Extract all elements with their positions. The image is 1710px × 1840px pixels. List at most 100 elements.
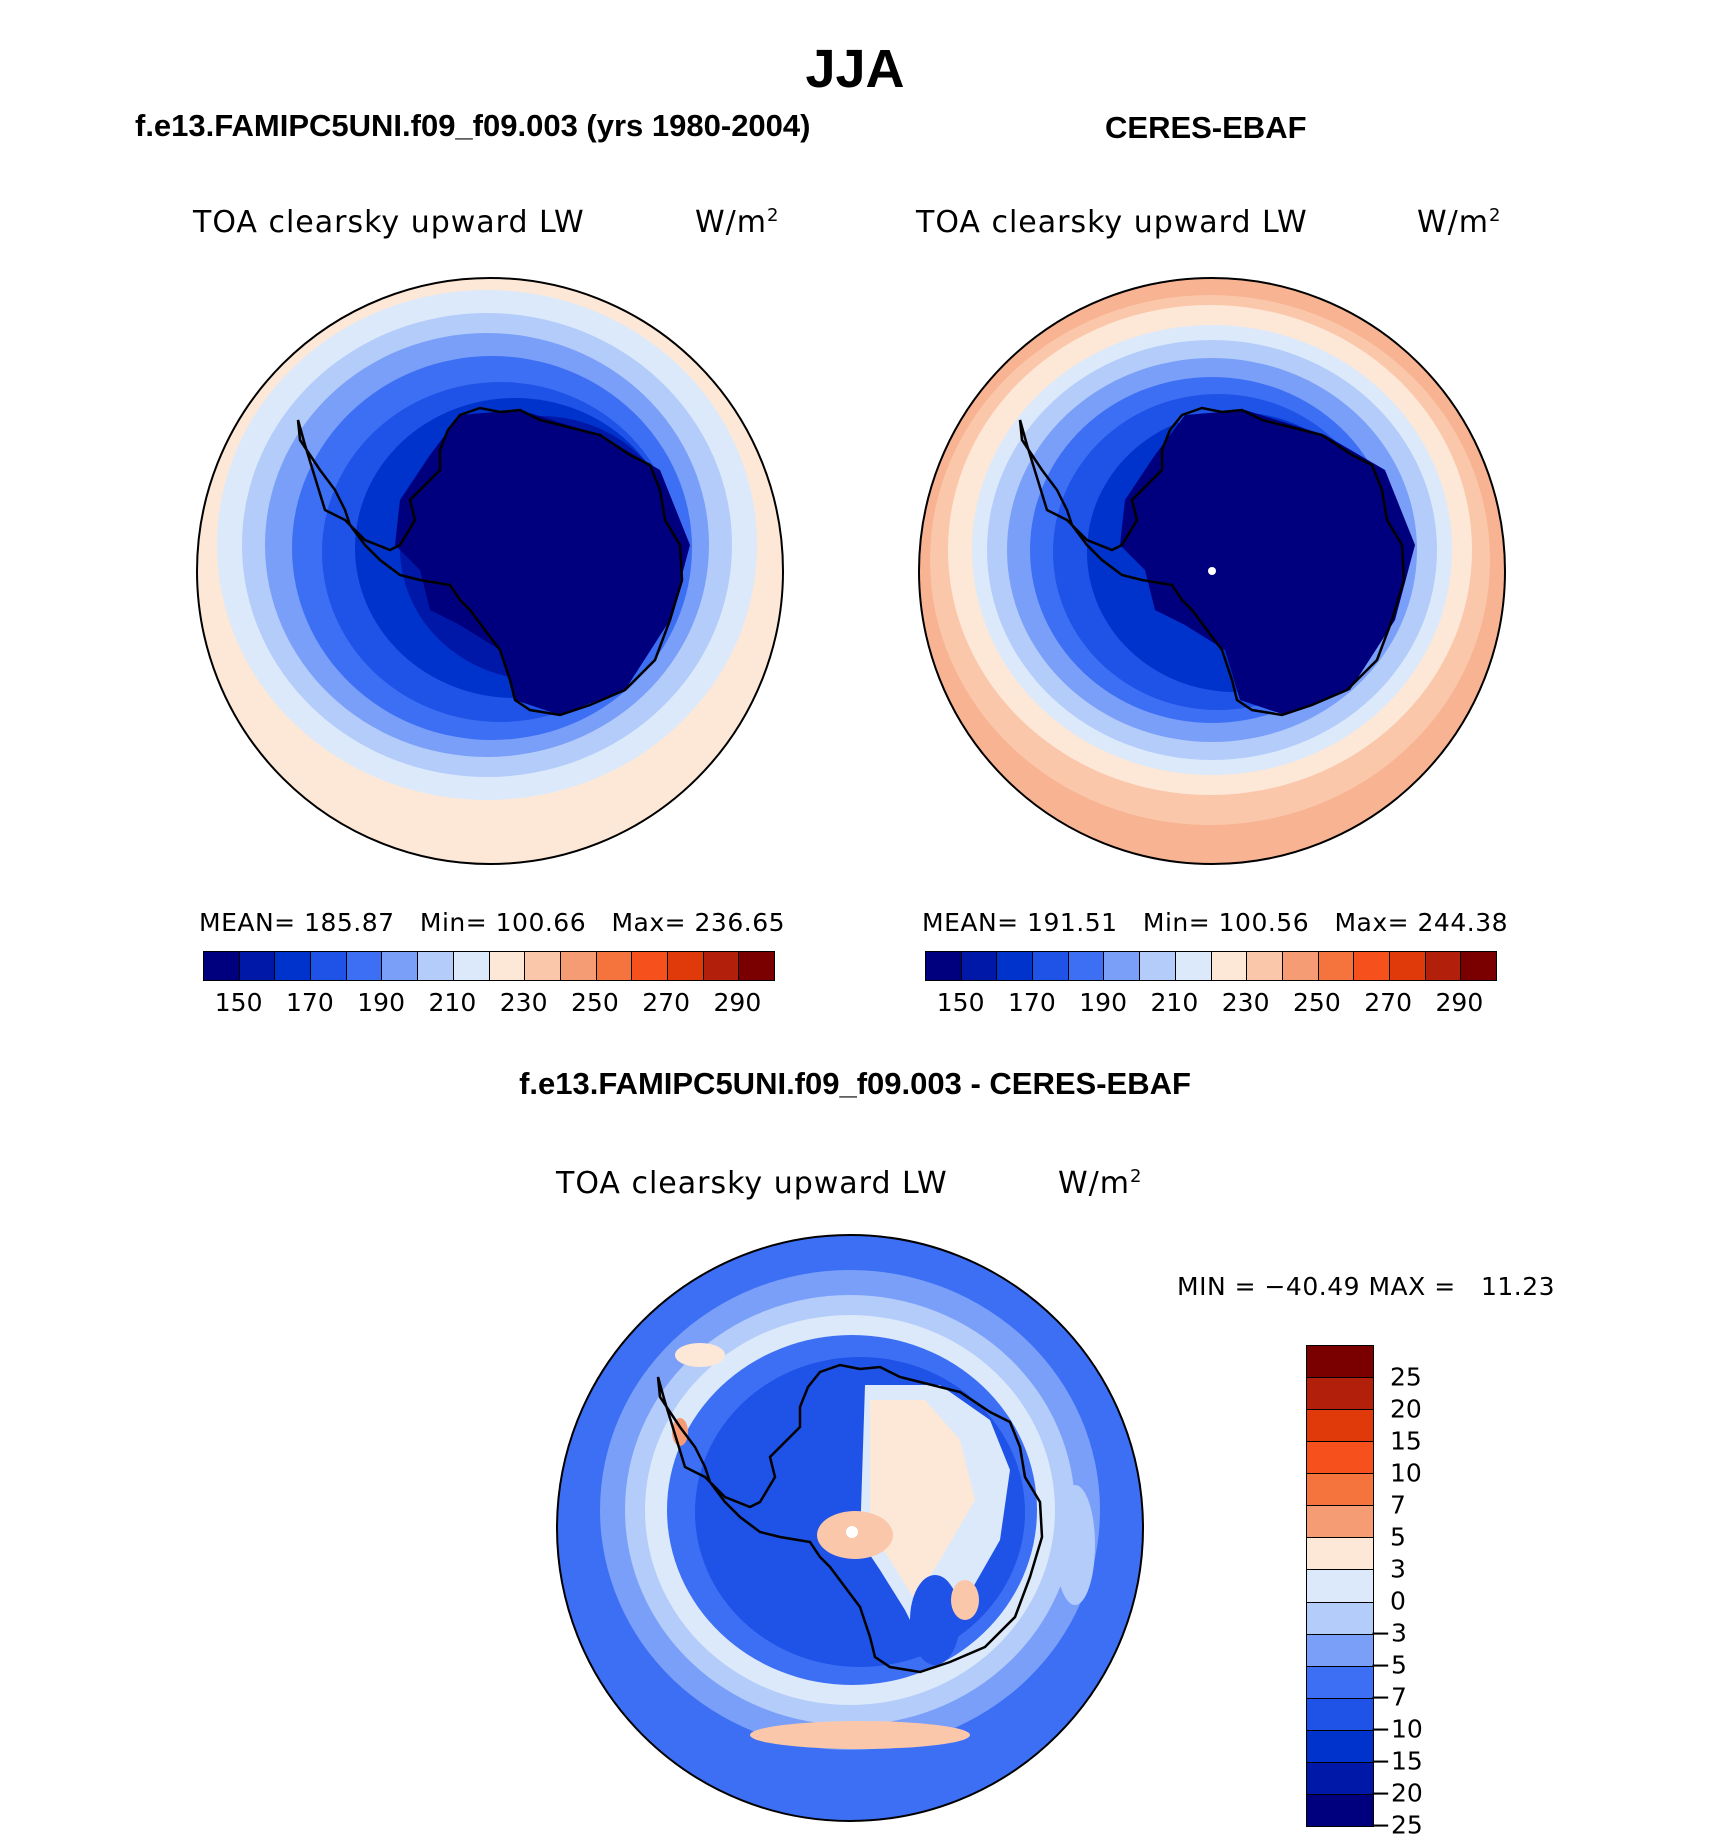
colorbar-swatch xyxy=(1318,952,1355,980)
colorbar-swatch xyxy=(1425,952,1462,980)
colorbar-swatch xyxy=(1307,1794,1373,1826)
colorbar-tick-label: 7 xyxy=(1390,1490,1406,1520)
colorbar-swatch xyxy=(1307,1570,1373,1603)
colorbar-swatch xyxy=(346,952,383,980)
left-units-label: W/m2 xyxy=(695,205,779,240)
colorbar-swatch xyxy=(926,952,962,980)
diff-units-label: W/m2 xyxy=(1058,1166,1142,1201)
colorbar-swatch xyxy=(1354,952,1390,980)
colorbar-swatch xyxy=(596,952,633,980)
colorbar-swatch xyxy=(204,952,240,980)
colorbar-tick-label: −3 xyxy=(1370,1618,1407,1648)
right-panel-title: CERES-EBAF xyxy=(1105,110,1307,145)
colorbar-swatch xyxy=(560,952,597,980)
colorbar-swatch xyxy=(489,952,526,980)
colorbar-swatch xyxy=(1068,952,1105,980)
colorbar-swatch xyxy=(667,952,704,980)
colorbar-tick-label: 210 xyxy=(428,988,477,1017)
colorbar-tick-label: 5 xyxy=(1390,1522,1406,1552)
right-units-exp: 2 xyxy=(1489,205,1502,226)
colorbar-tick-label: 10 xyxy=(1390,1458,1422,1488)
colorbar-swatch xyxy=(739,952,774,980)
left-polar-map xyxy=(197,278,783,864)
colorbar-swatch xyxy=(1140,952,1176,980)
colorbar-tick-label: 150 xyxy=(214,988,263,1017)
colorbar-swatch xyxy=(1307,1378,1373,1411)
colorbar-tick-label: 25 xyxy=(1390,1362,1422,1392)
colorbar-swatch xyxy=(1461,952,1496,980)
colorbar-swatch xyxy=(1307,1634,1373,1667)
colorbar-tick-label: 170 xyxy=(286,988,334,1017)
colorbar-tick-label: 250 xyxy=(1293,988,1341,1017)
colorbar-swatch xyxy=(1307,1730,1373,1763)
right-polar-map xyxy=(919,278,1505,864)
left-units-exp: 2 xyxy=(767,205,780,226)
colorbar-tick-label: 3 xyxy=(1390,1554,1406,1584)
left-units-base: W/m xyxy=(695,205,767,240)
colorbar-tick-label: 290 xyxy=(1435,988,1484,1017)
colorbar-tick-label: −15 xyxy=(1370,1746,1423,1776)
colorbar-tick-label: 190 xyxy=(357,988,405,1017)
diff-units-exp: 2 xyxy=(1130,1166,1143,1187)
figure-title: JJA xyxy=(805,39,905,99)
colorbar-swatch xyxy=(311,952,347,980)
colorbar-tick-label: 210 xyxy=(1150,988,1199,1017)
colorbar-swatch xyxy=(418,952,454,980)
colorbar-swatch xyxy=(1307,1474,1373,1507)
right-units-base: W/m xyxy=(1417,205,1489,240)
colorbar-tick-label: 190 xyxy=(1079,988,1127,1017)
diff-variable-label: TOA clearsky upward LW xyxy=(556,1166,948,1201)
colorbar-tick-label: −20 xyxy=(1370,1778,1423,1808)
colorbar-swatch xyxy=(997,952,1034,980)
colorbar-swatch xyxy=(703,952,740,980)
colorbar-tick-label: −7 xyxy=(1370,1682,1407,1712)
colorbar-swatch xyxy=(1307,1442,1373,1475)
colorbar-swatch xyxy=(1211,952,1248,980)
colorbar-tick-label: 290 xyxy=(713,988,762,1017)
colorbar-tick-label: 250 xyxy=(571,988,619,1017)
diff-colorbar xyxy=(1306,1345,1374,1827)
right-colorbar xyxy=(925,951,1497,981)
colorbar-swatch xyxy=(239,952,276,980)
colorbar-swatch xyxy=(961,952,998,980)
right-coastline xyxy=(1018,406,1406,717)
colorbar-swatch xyxy=(1307,1538,1373,1571)
colorbar-swatch xyxy=(1307,1410,1373,1443)
colorbar-tick-label: −5 xyxy=(1370,1650,1407,1680)
colorbar-swatch xyxy=(275,952,312,980)
right-pole-marker xyxy=(1208,567,1216,575)
left-variable-label: TOA clearsky upward LW xyxy=(193,205,585,240)
colorbar-swatch xyxy=(1033,952,1069,980)
colorbar-swatch xyxy=(453,952,490,980)
diff-map-boundary xyxy=(556,1234,1144,1822)
left-colorbar-labels: 150 170 190 210 230 250 270 290 xyxy=(203,988,773,1018)
diff-coastline xyxy=(656,1363,1044,1674)
colorbar-swatch xyxy=(1175,952,1212,980)
colorbar-tick-label: −25 xyxy=(1370,1810,1423,1840)
colorbar-swatch xyxy=(1247,952,1283,980)
right-stats: MEAN= 191.51 Min= 100.56 Max= 244.38 xyxy=(922,908,1509,937)
colorbar-tick-label: 15 xyxy=(1390,1426,1422,1456)
colorbar-swatch xyxy=(1282,952,1319,980)
colorbar-tick-label: 270 xyxy=(642,988,690,1017)
left-map-boundary xyxy=(196,277,784,865)
colorbar-swatch xyxy=(1307,1602,1373,1635)
right-units-label: W/m2 xyxy=(1417,205,1501,240)
diff-colorbar-labels: 25 20 15 10 7 5 3 0 −3 −5 −7 −10 −15 −20 −25 xyxy=(1370,1345,1462,1840)
colorbar-swatch xyxy=(1389,952,1426,980)
colorbar-tick-label: 20 xyxy=(1390,1394,1422,1424)
colorbar-tick-label: 150 xyxy=(936,988,985,1017)
colorbar-swatch xyxy=(1307,1698,1373,1731)
colorbar-tick-label: −10 xyxy=(1370,1714,1423,1744)
diff-units-base: W/m xyxy=(1058,1166,1130,1201)
diff-polar-map xyxy=(557,1235,1143,1821)
diff-stats: MIN = −40.49 MAX = 11.23 xyxy=(1177,1272,1556,1301)
colorbar-swatch xyxy=(1307,1346,1373,1379)
right-variable-label: TOA clearsky upward LW xyxy=(916,205,1308,240)
colorbar-swatch xyxy=(1307,1762,1373,1795)
left-panel-title: f.e13.FAMIPC5UNI.f09_f09.003 (yrs 1980-2… xyxy=(135,108,811,143)
colorbar-tick-label: 230 xyxy=(499,988,548,1017)
left-stats: MEAN= 185.87 Min= 100.66 Max= 236.65 xyxy=(199,908,786,937)
colorbar-tick-label: 0 xyxy=(1390,1586,1406,1616)
left-colorbar xyxy=(203,951,775,981)
